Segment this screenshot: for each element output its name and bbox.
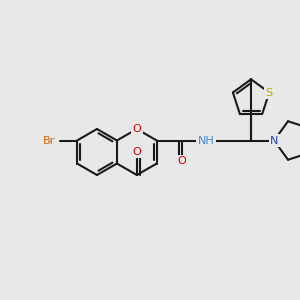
Text: O: O xyxy=(133,124,141,134)
Text: NH: NH xyxy=(198,136,214,146)
Text: Br: Br xyxy=(44,136,56,146)
Text: S: S xyxy=(266,88,273,98)
Text: O: O xyxy=(133,147,141,157)
Text: N: N xyxy=(270,136,278,146)
Text: O: O xyxy=(178,156,186,166)
